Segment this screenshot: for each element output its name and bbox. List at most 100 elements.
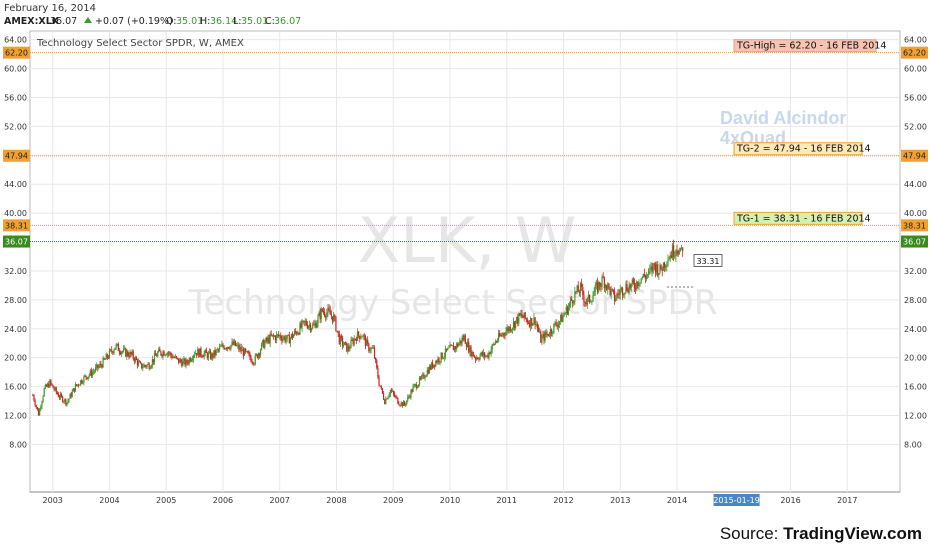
candle-body <box>674 255 676 257</box>
candle-body <box>558 321 561 324</box>
candle-body <box>417 384 420 387</box>
candle-body <box>667 260 669 266</box>
candle-body <box>497 333 500 341</box>
source-name: TradingView.com <box>783 524 922 543</box>
candle-body <box>587 294 590 299</box>
candle-body <box>663 262 666 268</box>
candle-body <box>354 338 356 340</box>
candle-body <box>413 384 415 387</box>
candle-body <box>568 303 571 307</box>
candle-body <box>220 346 222 348</box>
candle-body <box>381 387 384 394</box>
candle-body <box>348 346 350 349</box>
candle-body <box>509 326 511 332</box>
candle-body <box>325 315 327 318</box>
candle-body <box>397 397 399 404</box>
candle-body <box>205 350 207 353</box>
chart-subtitle: Technology Select Sector SPDR, W, AMEX <box>36 38 244 49</box>
candle-body <box>582 287 584 296</box>
candle-body <box>77 384 80 386</box>
candle-body <box>141 363 143 369</box>
candle-body <box>522 316 524 318</box>
candle-body <box>589 294 591 302</box>
candle-body <box>642 273 644 278</box>
tg-2-label-box[interactable] <box>733 142 863 156</box>
candle-body <box>113 350 115 354</box>
candle-body <box>391 391 394 392</box>
candle-body <box>370 347 372 351</box>
candle-body <box>252 362 254 365</box>
header-high-label: H: <box>200 16 210 27</box>
x-tick-label: 2003 <box>43 496 63 505</box>
y-tick-label-right: 28.00 <box>904 296 927 305</box>
candle-body <box>652 263 654 272</box>
candle-body <box>283 336 285 339</box>
candle-body <box>60 394 63 397</box>
y-tick-label-left: 8.00 <box>9 440 27 449</box>
candle-body <box>606 285 608 290</box>
candle-body <box>662 262 664 271</box>
candle-body <box>595 282 598 286</box>
candle-body <box>462 337 464 340</box>
candle-body <box>129 352 131 358</box>
candle-body <box>296 332 298 335</box>
tg-high-label-box[interactable] <box>733 39 877 53</box>
candle-body <box>314 323 316 326</box>
header-ticker[interactable]: AMEX:XLK <box>4 16 60 27</box>
candle-body <box>183 358 185 361</box>
y-tick-label-right: 20.00 <box>904 354 927 363</box>
candle-body <box>224 348 226 350</box>
candle-body <box>442 358 444 359</box>
candle-body <box>594 285 596 293</box>
candle-body <box>289 337 291 344</box>
candle-body <box>128 355 130 358</box>
tg-2-tag-right-text: 47.94 <box>903 152 926 161</box>
candle-body <box>262 340 264 344</box>
candle-body <box>585 302 587 305</box>
candle-body <box>548 335 550 337</box>
candle-body <box>271 334 273 336</box>
y-tick-label-right: 24.00 <box>904 325 927 334</box>
y-tick-label-right: 52.00 <box>904 122 927 131</box>
candle-body <box>535 324 537 326</box>
candle-body <box>567 306 570 315</box>
candle-body <box>660 264 662 270</box>
tg-1-label-box[interactable] <box>733 211 863 225</box>
candle-body <box>409 396 411 398</box>
candle-body <box>121 351 124 353</box>
candle-body <box>459 340 461 344</box>
candle-body <box>363 335 365 337</box>
candle-body <box>371 347 373 349</box>
y-tick-label-right: 12.00 <box>904 411 927 420</box>
candle-body <box>311 328 313 331</box>
candle-body <box>574 291 576 302</box>
candle-body <box>229 348 231 350</box>
candle-body <box>571 298 573 301</box>
candle-body <box>494 341 496 345</box>
candle-body <box>581 283 583 288</box>
candle-body <box>653 263 655 265</box>
candle-body <box>243 348 246 356</box>
candle-body <box>487 355 489 358</box>
candle-body <box>50 380 52 384</box>
candle-body <box>223 346 225 350</box>
candle-body <box>418 378 421 385</box>
candle-body <box>161 354 163 357</box>
candle-body <box>165 354 167 356</box>
candle-body <box>86 377 88 379</box>
candle-body <box>64 399 66 402</box>
y-tick-label-right: 56.00 <box>904 93 927 102</box>
x-axis-ticks: 2003 2004 2005 2006 2007 2008 2009 2010 2011 2012… <box>43 494 857 506</box>
candle-body <box>503 333 505 335</box>
candle-body <box>66 402 68 405</box>
candle-body <box>116 343 118 345</box>
candle-body <box>341 338 344 346</box>
candle-body <box>174 356 176 358</box>
candle-body <box>81 380 83 383</box>
candle-body <box>680 247 683 249</box>
candle-body <box>537 327 540 332</box>
candle-body <box>531 318 533 326</box>
candle-body <box>71 391 73 397</box>
candle-body <box>338 333 340 345</box>
candle-body <box>633 282 636 289</box>
